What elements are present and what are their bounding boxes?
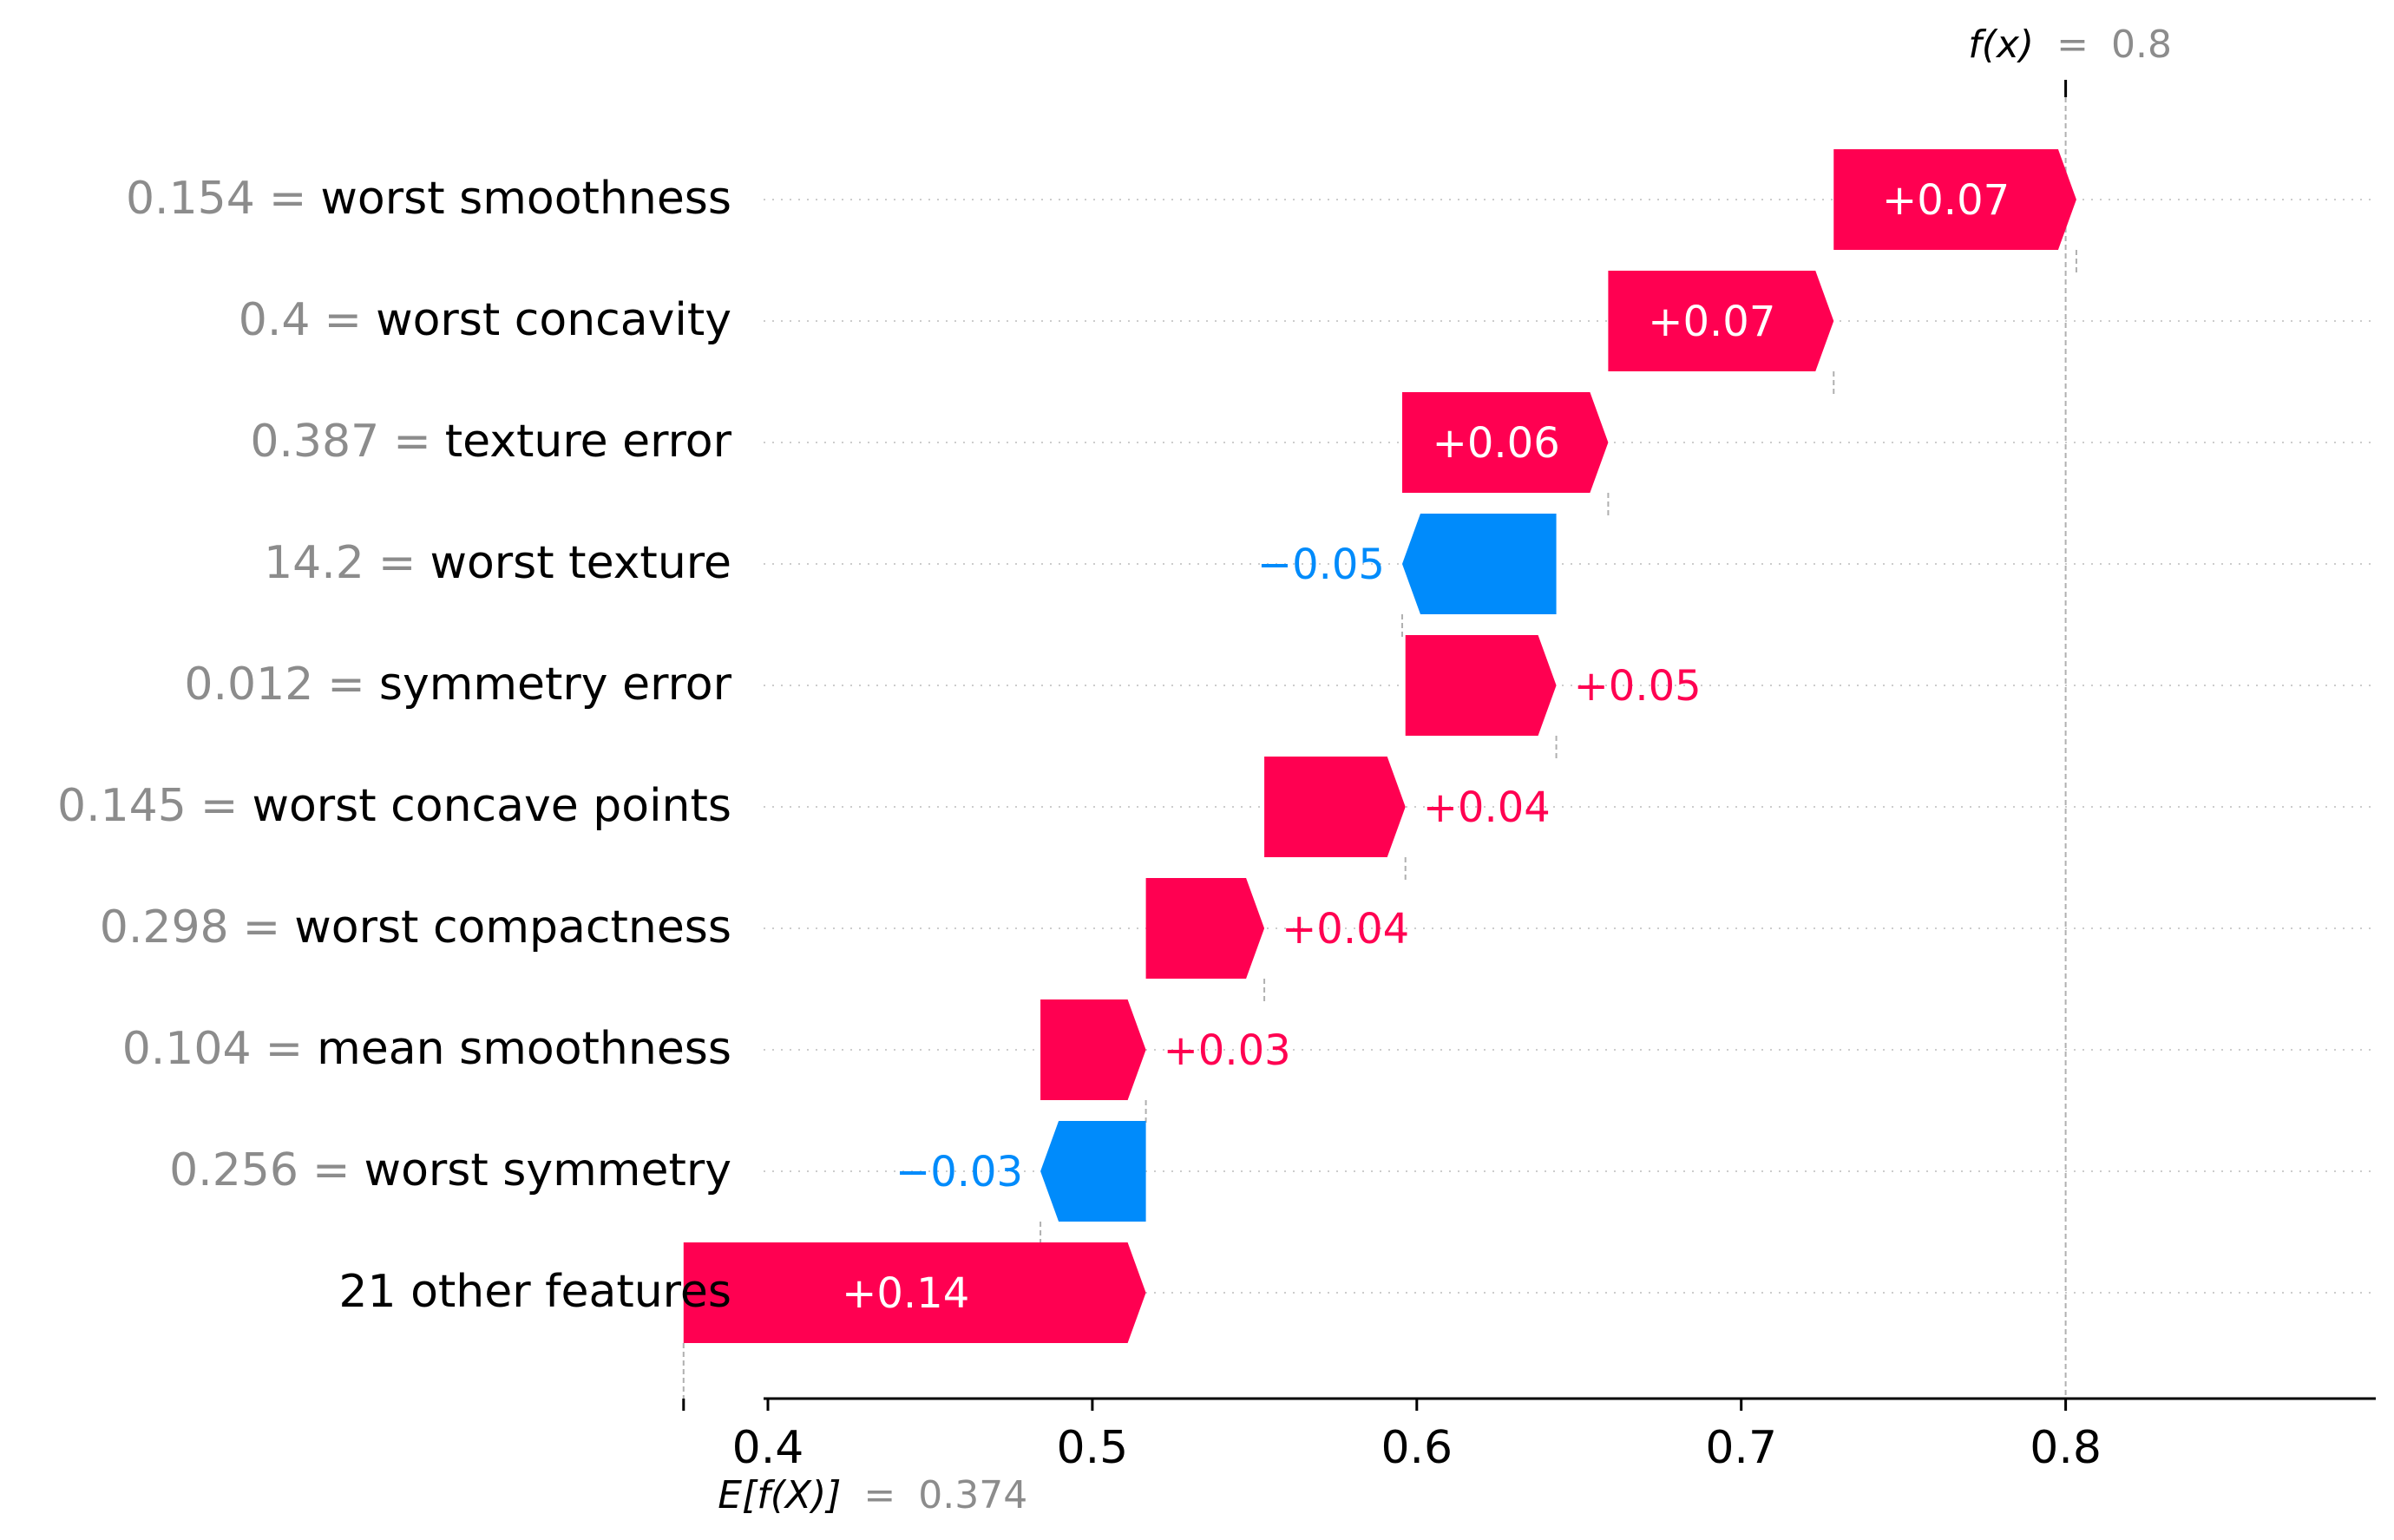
feature-eq: = — [393, 416, 431, 468]
feature-name: texture error — [445, 416, 732, 468]
feature-label: 0.154 = worst smoothness — [126, 173, 731, 225]
x-tick-label: 0.6 — [1381, 1422, 1453, 1474]
feature-eq: = — [324, 294, 362, 346]
output-value-name: f(x) — [1968, 23, 2034, 67]
feature-name: worst texture — [430, 537, 731, 589]
bar-value-label: +0.03 — [1164, 1026, 1291, 1075]
x-tick-label: 0.7 — [1705, 1422, 1777, 1474]
feature-label: 0.256 = worst symmetry — [169, 1144, 731, 1196]
feature-label: 0.298 = worst compactness — [100, 901, 731, 953]
waterfall-bar — [1264, 757, 1406, 857]
feature-eq: = — [269, 173, 307, 225]
bar-labels: +0.07 +0.07 +0.06 −0.05 +0.05 +0.04 +0.04 +0.03… — [842, 176, 2010, 1318]
bar-value-label: +0.04 — [1282, 905, 1409, 953]
x-axis: 0.4 0.5 0.6 0.7 0.8 — [682, 80, 2376, 1474]
bar-value-label: +0.14 — [842, 1269, 969, 1318]
waterfall-bar — [1405, 635, 1557, 736]
waterfall-bar — [1608, 271, 1834, 371]
bar-value-label: +0.04 — [1423, 783, 1551, 832]
feature-label: 0.145 = worst concave points — [57, 780, 731, 832]
feature-value: 0.104 — [122, 1023, 252, 1075]
waterfall-bar — [1040, 999, 1146, 1100]
waterfall-bar — [1401, 514, 1557, 614]
output-value-number: 0.8 — [2111, 23, 2172, 67]
feature-value: 0.145 — [57, 780, 187, 832]
x-tick-label: 0.4 — [732, 1422, 804, 1474]
feature-label: 0.104 = mean smoothness — [122, 1023, 731, 1075]
feature-value: 0.4 — [239, 294, 311, 346]
grid-lines — [764, 199, 2376, 1294]
bar-value-label: +0.06 — [1433, 419, 1560, 468]
base-value-eq: = — [863, 1473, 895, 1517]
feature-eq: = — [378, 537, 416, 589]
base-value-number: 0.374 — [918, 1473, 1027, 1517]
feature-name: worst smoothness — [320, 173, 731, 225]
feature-eq: = — [266, 1023, 304, 1075]
feature-name: worst symmetry — [364, 1144, 731, 1196]
feature-label: 0.012 = symmetry error — [184, 659, 731, 711]
feature-label: 0.387 = texture error — [250, 416, 731, 468]
feature-value: 0.387 — [250, 416, 379, 468]
waterfall-bar — [1145, 878, 1265, 979]
feature-label: 14.2 = worst texture — [264, 537, 731, 589]
waterfall-bar — [1401, 392, 1609, 493]
feature-label: 21 other features — [338, 1266, 731, 1318]
bars — [683, 149, 2076, 1343]
x-tick-label: 0.5 — [1057, 1422, 1129, 1474]
feature-name: mean smoothness — [317, 1023, 731, 1075]
base-value-name: E[f(X)] — [718, 1473, 841, 1517]
bar-value-label: +0.07 — [1882, 176, 2010, 225]
feature-label: 0.4 = worst concavity — [239, 294, 731, 346]
feature-value: 0.012 — [184, 659, 313, 711]
bar-value-label: +0.05 — [1574, 662, 1702, 711]
feature-name: worst compactness — [294, 901, 731, 953]
bar-value-label: −0.03 — [895, 1148, 1023, 1196]
feature-name: symmetry error — [379, 659, 732, 711]
feature-value: 0.298 — [100, 901, 229, 953]
feature-eq: = — [243, 901, 281, 953]
feature-name: 21 other features — [338, 1266, 731, 1318]
feature-value: 0.154 — [126, 173, 255, 225]
connector-lines — [682, 97, 2077, 1399]
output-value-label: f(x) = 0.8 — [1968, 23, 2172, 67]
bar-value-label: +0.07 — [1648, 298, 1775, 346]
feature-eq: = — [312, 1144, 351, 1196]
feature-value: 0.256 — [169, 1144, 298, 1196]
waterfall-bar — [1833, 149, 2076, 250]
feature-name: worst concavity — [376, 294, 731, 346]
x-tick-label: 0.8 — [2030, 1422, 2102, 1474]
feature-eq: = — [327, 659, 365, 711]
feature-value: 14.2 — [264, 537, 364, 589]
waterfall-bar — [683, 1242, 1146, 1343]
feature-name: worst concave points — [252, 780, 731, 832]
base-value-label: E[f(X)] = 0.374 — [718, 1473, 1027, 1517]
waterfall-bar — [1040, 1121, 1146, 1222]
bar-value-label: −0.05 — [1257, 541, 1385, 589]
output-value-eq: = — [2056, 23, 2089, 67]
feature-eq: = — [200, 780, 239, 832]
